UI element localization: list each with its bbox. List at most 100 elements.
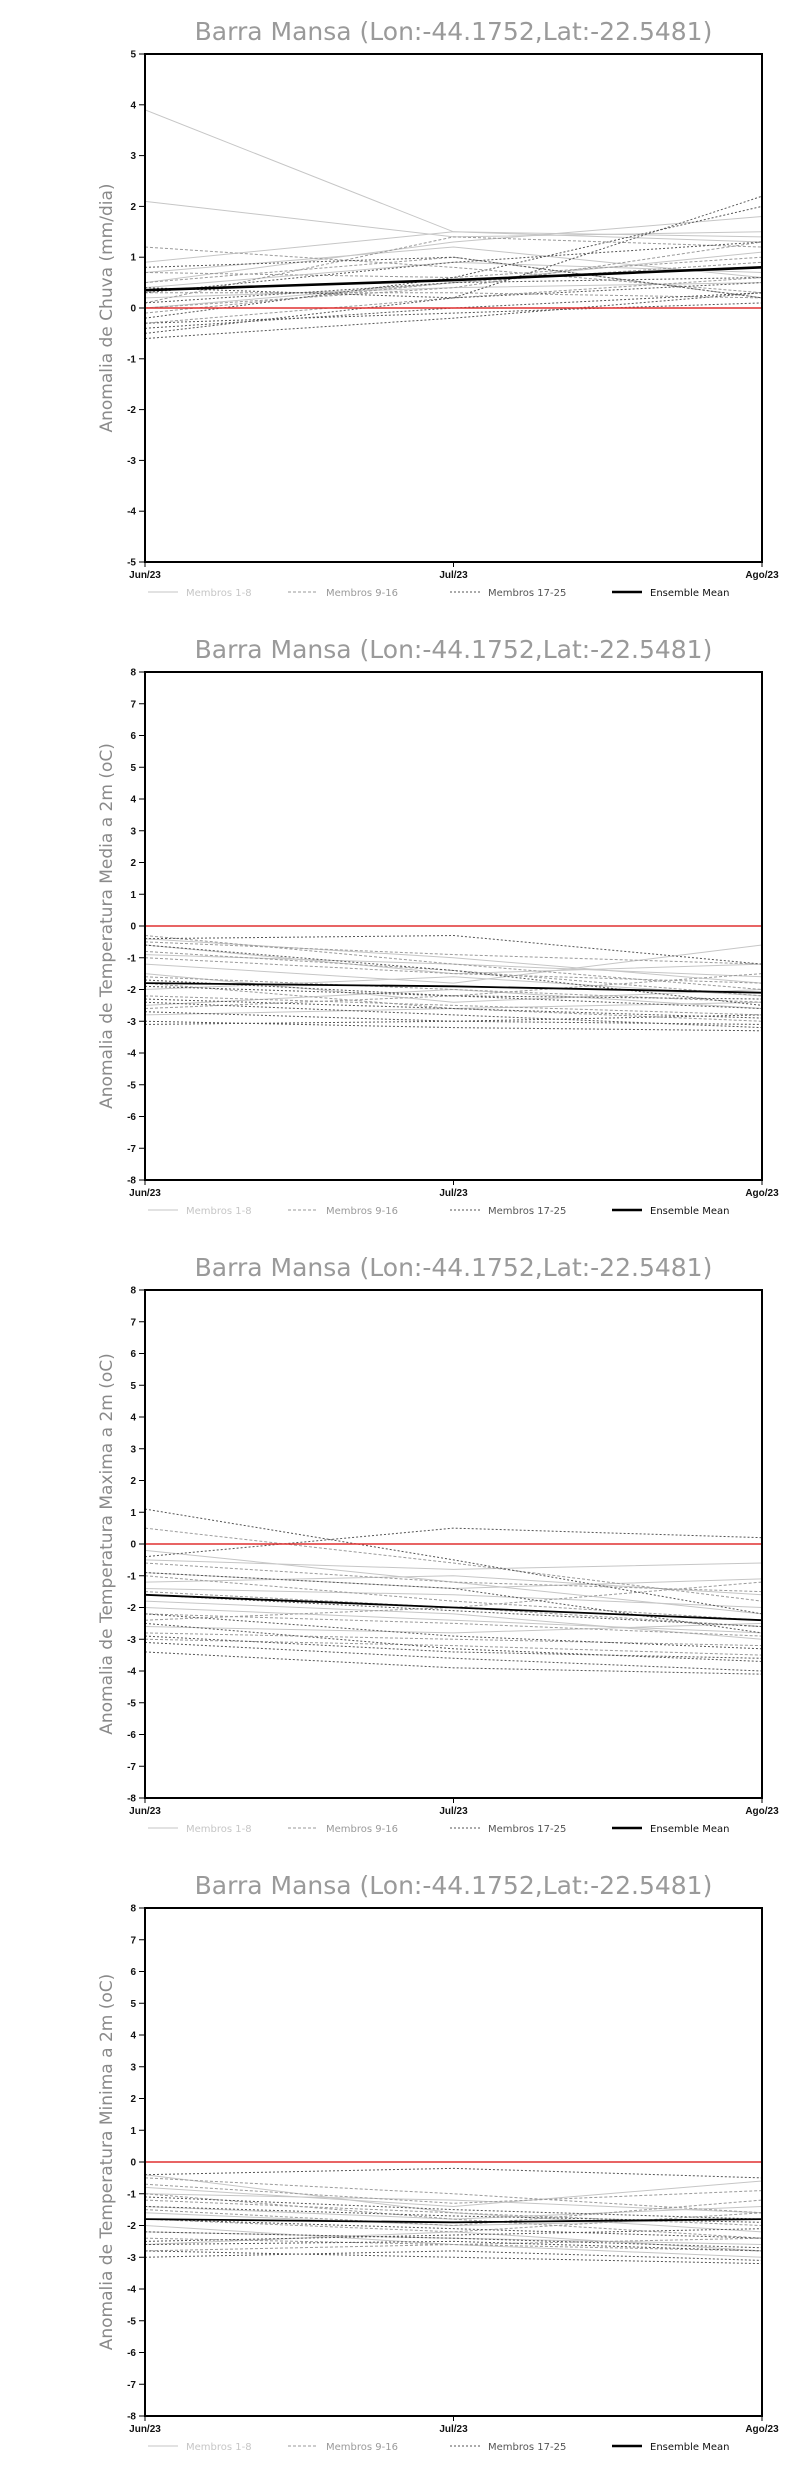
legend-label: Membros 17-25 — [488, 1206, 566, 1217]
member-17-25-line — [145, 944, 762, 1006]
member-9-16-line — [145, 995, 762, 1016]
plot-frame — [144, 1289, 763, 1799]
member-9-16-line — [145, 2212, 762, 2233]
member-17-25-line — [145, 998, 762, 1019]
y-tick-label: -1 — [127, 2189, 136, 2200]
member-9-16-line — [145, 1632, 762, 1647]
y-tick-label: 2 — [130, 858, 136, 869]
member-17-25-line — [145, 2228, 762, 2242]
member-1-8-line — [145, 1600, 762, 1640]
member-1-8-line — [145, 1607, 762, 1634]
member-17-25-line — [145, 1020, 762, 1032]
member-9-16-line — [145, 973, 762, 1010]
member-9-16-line — [145, 236, 762, 304]
member-9-16-line — [145, 256, 762, 299]
y-tick-label: 4 — [130, 795, 136, 806]
member-9-16-line — [145, 2237, 762, 2252]
legend: Membros 1-8 Membros 9-16 Membros 17-25 Ense… — [148, 1206, 729, 1217]
y-tick-label: -5 — [127, 558, 136, 569]
y-tick-label: -4 — [127, 1667, 136, 1678]
member-9-16-line — [145, 2237, 762, 2252]
plot-area — [145, 2161, 762, 2265]
y-ticks: -5 -4 -3 -2 -1 0 1 2 3 4 5 — [127, 50, 145, 569]
y-tick-label: -4 — [127, 1049, 136, 1060]
legend-label: Ensemble Mean — [650, 1206, 729, 1217]
member-1-8-line — [145, 944, 762, 984]
y-ticks: -8 -7 -6 -5 -4 -3 -2 -1 0 1 2 3 4 5 6 7 8 — [127, 1286, 145, 1805]
y-tick-label: 2 — [130, 1476, 136, 1487]
legend-label: Membros 17-25 — [488, 1824, 566, 1835]
member-1-8-line — [145, 1549, 762, 1615]
y-tick-label: -4 — [127, 2285, 136, 2296]
y-tick-label: 6 — [130, 1349, 136, 1360]
y-tick-label: -1 — [127, 1571, 136, 1582]
member-17-25-line — [145, 2250, 762, 2261]
y-tick-label: 8 — [130, 1286, 136, 1297]
member-17-25-line — [145, 2240, 762, 2252]
legend-label: Membros 17-25 — [488, 588, 566, 599]
x-tick-label: Ago/23 — [745, 2424, 779, 2435]
y-tick-label: 0 — [130, 2158, 136, 2169]
y-tick-label: -2 — [127, 405, 136, 416]
member-9-16-line — [145, 1581, 762, 1609]
member-9-16-line — [145, 241, 762, 309]
y-tick-label: 3 — [130, 1444, 136, 1455]
legend-label: Membros 17-25 — [488, 2442, 566, 2453]
x-tick-label: Jun/23 — [129, 570, 161, 581]
member-1-8-line — [145, 2205, 762, 2220]
member-17-25-line — [145, 935, 762, 965]
member-9-16-line — [145, 1527, 762, 1602]
y-tick-label: -3 — [127, 2253, 136, 2264]
y-tick-label: -3 — [127, 1635, 136, 1646]
y-tick-label: -5 — [127, 1080, 136, 1091]
member-17-25-line — [145, 2205, 762, 2223]
legend-label: Membros 1-8 — [186, 1824, 252, 1835]
y-tick-label: -2 — [127, 2221, 136, 2232]
member-9-16-line — [145, 976, 762, 1003]
legend-label: Ensemble Mean — [650, 588, 729, 599]
y-tick-label: -5 — [127, 2316, 136, 2327]
member-1-8-line — [145, 1622, 762, 1634]
y-axis-label: Anomalia de Temperatura Media a 2m (oC) — [97, 743, 117, 1109]
member-17-25-line — [145, 2250, 762, 2265]
ensemble-mean-line — [145, 1593, 762, 1622]
y-tick-label: -2 — [127, 1603, 136, 1614]
legend: Membros 1-8 Membros 9-16 Membros 17-25 Ense… — [148, 2442, 729, 2453]
y-tick-label: 0 — [130, 922, 136, 933]
member-17-25-line — [145, 256, 762, 299]
member-17-25-line — [145, 1527, 762, 1558]
x-tick-label: Ago/23 — [745, 570, 779, 581]
x-tick-label: Jul/23 — [439, 2424, 468, 2435]
chart-panel-2: Barra Mansa (Lon:-44.1752,Lat:-22.5481) A… — [0, 618, 800, 1236]
member-9-16-line — [145, 2177, 762, 2214]
y-tick-label: 1 — [130, 253, 136, 264]
plot-frame — [144, 671, 763, 1181]
member-1-8-line — [145, 231, 762, 263]
member-1-8-line — [145, 954, 762, 978]
plot-area — [145, 1508, 762, 1675]
x-tick-label: Jun/23 — [129, 2424, 161, 2435]
x-ticks: Jun/23 Jul/23 Ago/23 — [129, 1798, 779, 1817]
y-tick-label: 0 — [130, 304, 136, 315]
member-17-25-line — [145, 2167, 762, 2179]
chart-panel-3: Barra Mansa (Lon:-44.1752,Lat:-22.5481) A… — [0, 1236, 800, 1854]
member-17-25-line — [145, 2231, 762, 2249]
member-1-8-line — [145, 2174, 762, 2233]
x-ticks: Jun/23 Jul/23 Ago/23 — [129, 1180, 779, 1199]
y-tick-label: -8 — [127, 1794, 136, 1805]
y-tick-label: -2 — [127, 985, 136, 996]
member-1-8-line — [145, 216, 762, 284]
member-17-25-line — [145, 1635, 762, 1659]
y-tick-label: -8 — [127, 1176, 136, 1187]
y-tick-label: -4 — [127, 507, 136, 518]
member-17-25-line — [145, 2196, 762, 2220]
x-tick-label: Ago/23 — [745, 1188, 779, 1199]
y-tick-label: -1 — [127, 354, 136, 365]
y-tick-label: 1 — [130, 1508, 136, 1519]
y-tick-label: -6 — [127, 1730, 136, 1741]
y-tick-label: 1 — [130, 2126, 136, 2137]
y-tick-label: 6 — [130, 1967, 136, 1978]
chart-svg: Barra Mansa (Lon:-44.1752,Lat:-22.5481) A… — [97, 17, 779, 599]
y-tick-label: -1 — [127, 953, 136, 964]
